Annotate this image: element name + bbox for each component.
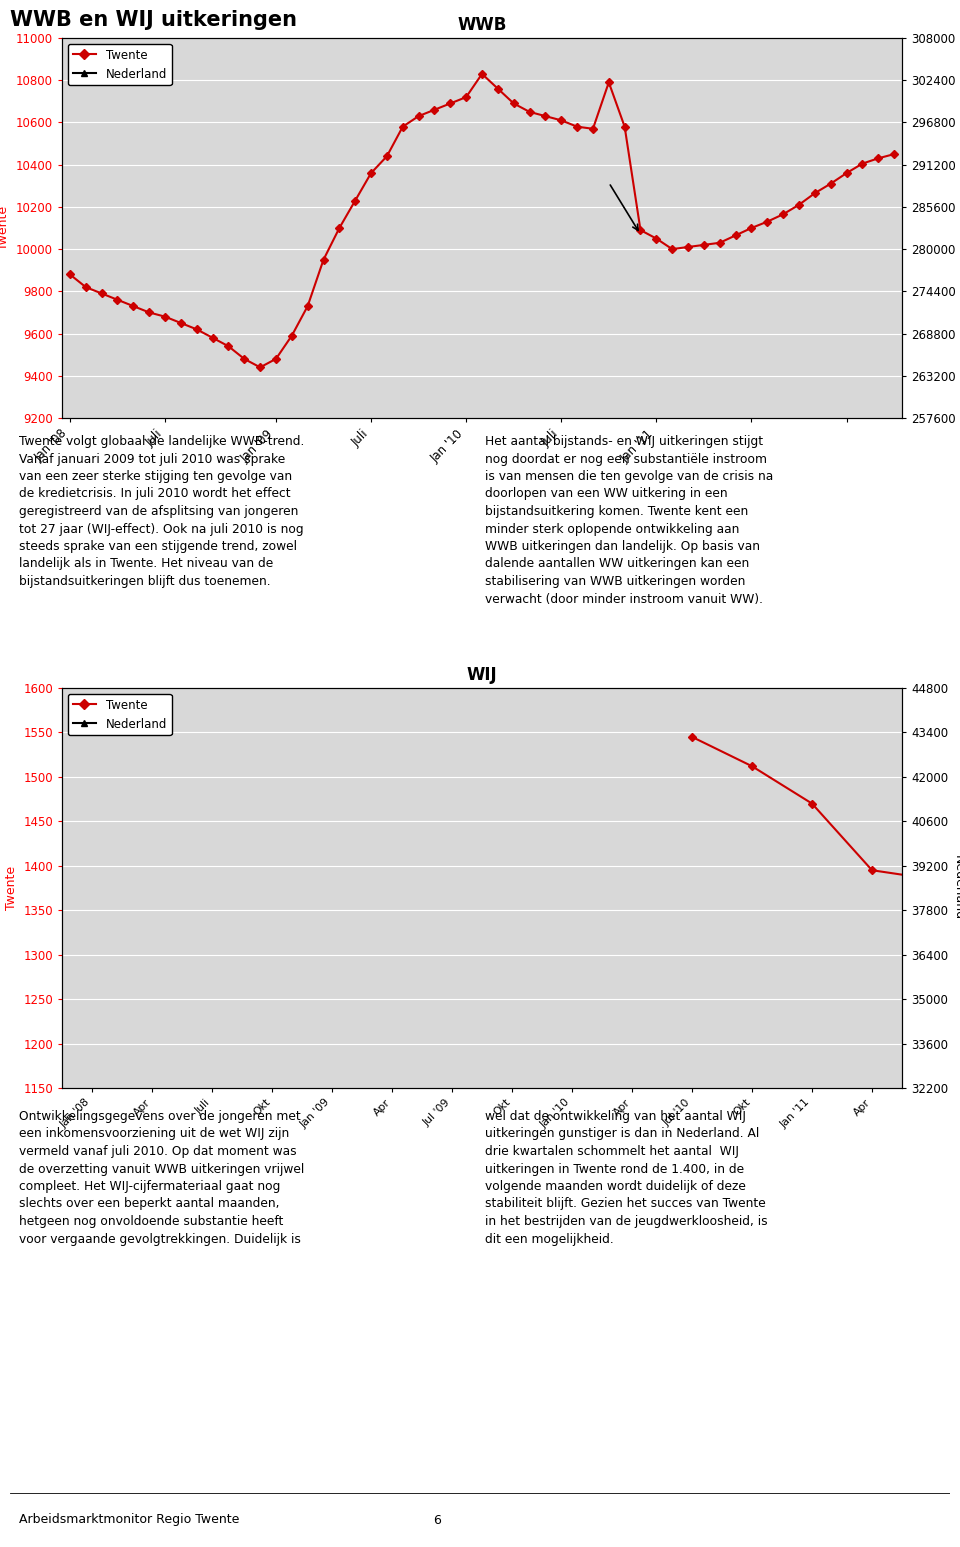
Text: Ontwikkelingsgegevens over de jongeren met
een inkomensvoorziening uit de wet WI: Ontwikkelingsgegevens over de jongeren m… <box>19 1111 304 1245</box>
Text: Arbeidsmarktmonitor Regio Twente: Arbeidsmarktmonitor Regio Twente <box>19 1513 240 1527</box>
Title: WIJ: WIJ <box>467 665 497 684</box>
Text: 6: 6 <box>433 1513 441 1527</box>
Legend: Twente, Nederland: Twente, Nederland <box>68 695 172 735</box>
Legend: Twente, Nederland: Twente, Nederland <box>68 43 172 85</box>
Text: WWB en WIJ uitkeringen: WWB en WIJ uitkeringen <box>10 9 297 29</box>
Text: wel dat de ontwikkeling van het aantal WIJ
uitkeringen gunstiger is dan in Neder: wel dat de ontwikkeling van het aantal W… <box>485 1111 767 1245</box>
Title: WWB: WWB <box>457 15 507 34</box>
Text: Het aantal bijstands- en WIJ uitkeringen stijgt
nog doordat er nog een substanti: Het aantal bijstands- en WIJ uitkeringen… <box>485 435 773 605</box>
Y-axis label: Nederland: Nederland <box>951 855 960 920</box>
Text: Twente volgt globaal de landelijke WWB-trend.
Vanaf januari 2009 tot juli 2010 w: Twente volgt globaal de landelijke WWB-t… <box>19 435 304 588</box>
Y-axis label: Twente: Twente <box>5 866 17 910</box>
Y-axis label: Twente: Twente <box>0 206 11 251</box>
